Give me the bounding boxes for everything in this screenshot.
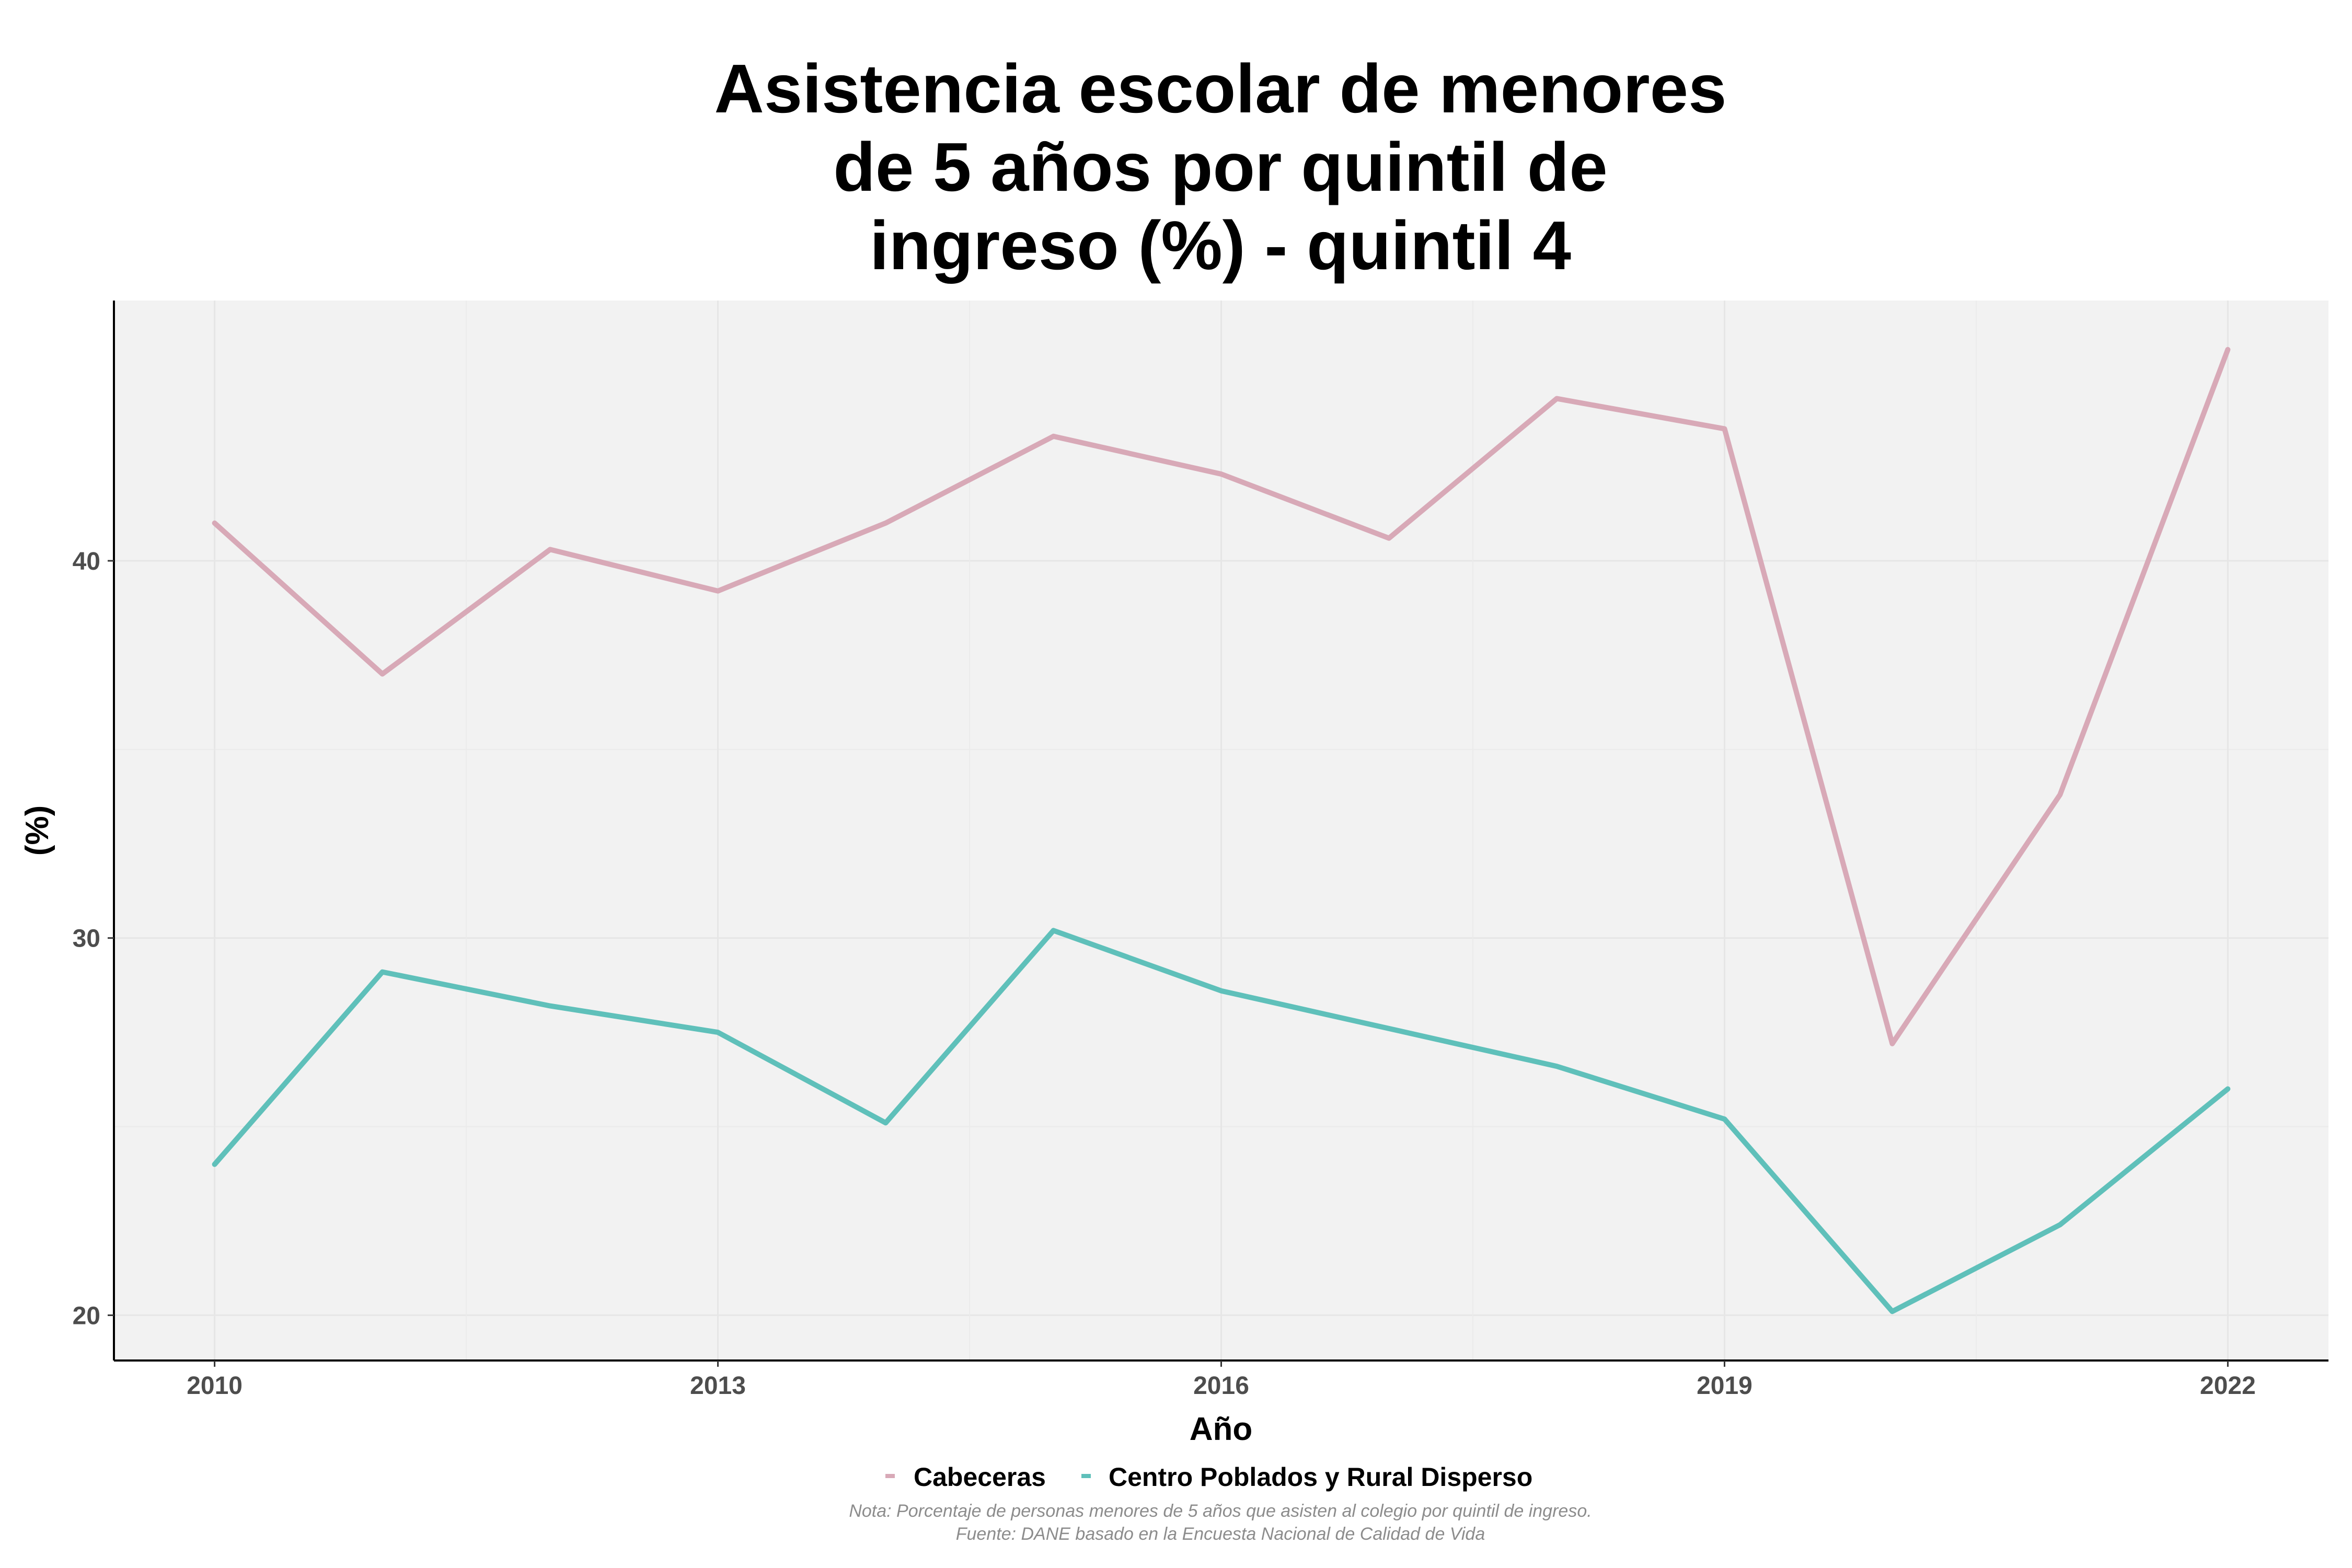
series-lines — [212, 347, 2231, 1315]
x-tick-label: 2016 — [1193, 1372, 1249, 1400]
gridlines — [114, 301, 2328, 1361]
y-axis-title: (%) — [19, 805, 55, 856]
x-axis-ticks: 2010 2013 2016 2019 2022 — [187, 1361, 2256, 1400]
series-line-centro-poblados — [212, 928, 2231, 1315]
chart-title-line-3: ingreso (%) - quintil 4 — [870, 207, 1571, 284]
chart-source: Fuente: DANE basado en la Encuesta Nacio… — [956, 1524, 1485, 1544]
series-line-cabeceras — [212, 347, 2231, 1046]
chart-title-line-2: de 5 años por quintil de — [833, 129, 1607, 205]
x-tick-label: 2022 — [2200, 1372, 2256, 1400]
chart-title-line-1: Asistencia escolar de menores — [714, 50, 1727, 127]
legend-label-centro-poblados: Centro Poblados y Rural Disperso — [1109, 1462, 1532, 1492]
y-tick-label: 30 — [73, 925, 100, 953]
legend-label-cabeceras: Cabeceras — [914, 1462, 1046, 1492]
chart-note: Nota: Porcentaje de personas menores de … — [849, 1501, 1592, 1521]
y-tick-label: 40 — [73, 548, 100, 575]
x-tick-label: 2019 — [1697, 1372, 1753, 1400]
x-axis-title: Año — [1190, 1411, 1253, 1447]
y-axis-ticks: 20 30 40 — [73, 548, 114, 1330]
x-tick-label: 2013 — [690, 1372, 746, 1400]
x-tick-label: 2010 — [187, 1372, 243, 1400]
chart-title: Asistencia escolar de menores de 5 años … — [714, 50, 1727, 284]
y-tick-label: 20 — [73, 1302, 100, 1330]
legend: Cabeceras Centro Poblados y Rural Disper… — [885, 1462, 1532, 1492]
